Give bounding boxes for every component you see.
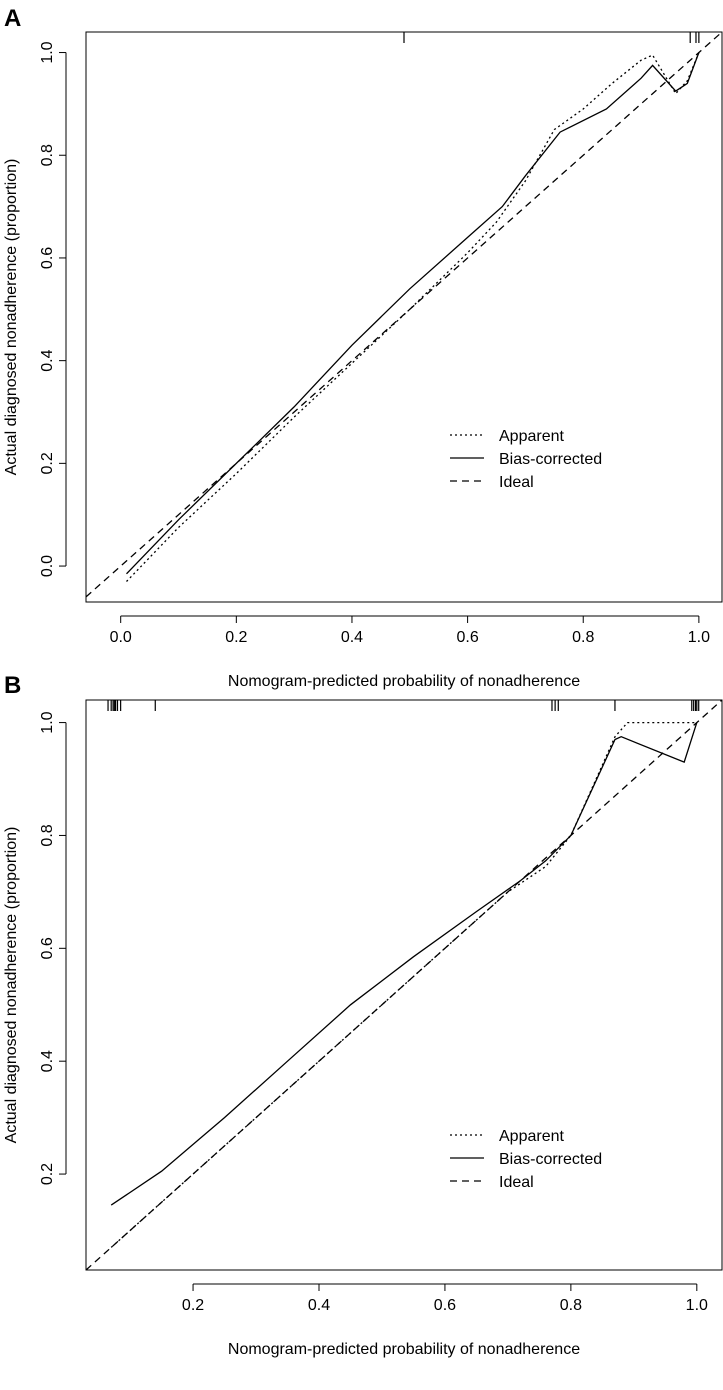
y-tick-label: 0.0 [39, 555, 56, 577]
legend-entry: Ideal [499, 1174, 534, 1191]
ideal-series-line [86, 32, 722, 598]
y-tick-label: 0.2 [39, 452, 56, 474]
bias-corrected-series-line [110, 722, 698, 1206]
x-tick-label: 0.2 [182, 1297, 204, 1314]
legend-entry: Ideal [499, 474, 534, 491]
y-axis: 0.0 0.2 0.4 0.6 0.8 1.0 Actual diagnosed nonad… [3, 41, 67, 577]
x-axis: 0.2 0.4 0.6 0.8 1.0 Nomogram-predicted probab… [182, 1283, 708, 1358]
bias-corrected-series-line [126, 52, 700, 575]
legend-entry: Apparent [499, 428, 564, 445]
x-tick-label: 0.2 [225, 629, 247, 646]
series-group [86, 32, 722, 598]
legend: Apparent Bias-corrected Ideal [450, 1128, 602, 1191]
y-tick-label: 0.8 [39, 824, 56, 846]
legend: Apparent Bias-corrected Ideal [450, 428, 602, 491]
legend-entry: Apparent [499, 1128, 564, 1145]
x-tick-label: 0.8 [560, 1297, 582, 1314]
x-tick-label: 0.4 [341, 629, 363, 646]
x-tick-label: 0.6 [456, 629, 478, 646]
panel-b-label: B [4, 672, 21, 699]
y-tick-label: 0.4 [39, 1050, 56, 1072]
ideal-series-line [86, 700, 722, 1270]
y-tick-label: 1.0 [39, 711, 56, 733]
panel-b: B 0.2 0.4 0.6 0.8 1.0 Nomogram-predicted prob… [3, 672, 723, 1358]
y-axis-title: Actual diagnosed nonadherence (proportio… [3, 159, 20, 476]
rug-marks [107, 700, 700, 711]
rug-marks [403, 32, 700, 43]
y-axis: 0.2 0.4 0.6 0.8 1.0 Actual diagnosed nonadher… [3, 711, 67, 1185]
x-axis-title: Nomogram-predicted probability of nonadh… [228, 673, 580, 690]
panel-a-label: A [4, 5, 21, 32]
y-axis-title: Actual diagnosed nonadherence (proportio… [3, 827, 20, 1144]
panel-a: A 0.0 0.2 0.4 0.6 0.8 1.0 Nomogram-predicted p… [3, 5, 723, 690]
y-tick-label: 0.2 [39, 1163, 56, 1185]
x-axis-title: Nomogram-predicted probability of nonadh… [228, 1341, 580, 1358]
y-tick-label: 0.4 [39, 349, 56, 371]
x-axis: 0.0 0.2 0.4 0.6 0.8 1.0 Nomogram-predicted pro… [110, 615, 710, 690]
y-tick-label: 0.8 [39, 144, 56, 166]
x-tick-label: 0.8 [572, 629, 594, 646]
x-tick-label: 0.6 [434, 1297, 456, 1314]
y-tick-label: 1.0 [39, 41, 56, 63]
x-tick-label: 1.0 [686, 1297, 708, 1314]
x-tick-label: 0.4 [308, 1297, 330, 1314]
x-tick-label: 0.0 [110, 629, 132, 646]
legend-entry: Bias-corrected [499, 451, 602, 468]
series-group [86, 700, 722, 1270]
y-tick-label: 0.6 [39, 247, 56, 269]
x-tick-label: 1.0 [688, 629, 710, 646]
legend-entry: Bias-corrected [499, 1151, 602, 1168]
y-tick-label: 0.6 [39, 937, 56, 959]
apparent-series-line [126, 52, 700, 582]
plot-frame [85, 699, 723, 1271]
